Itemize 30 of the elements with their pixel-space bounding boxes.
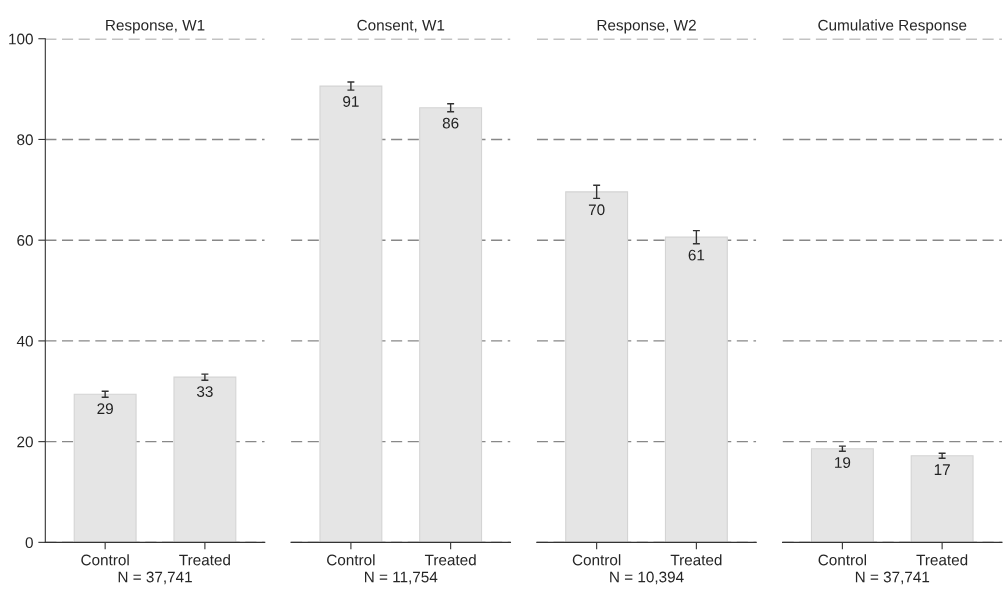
chart-title: Consent, W1 <box>357 19 445 33</box>
y-tick-label: 100 <box>9 33 33 45</box>
x-tick-label: Control <box>81 554 129 566</box>
data-label: 29 <box>97 403 113 415</box>
data-label: 17 <box>934 464 950 475</box>
x-tick-label: Control <box>327 554 375 566</box>
data-label: 91 <box>343 96 359 107</box>
x-axis-title: N = 37,741 <box>855 571 930 585</box>
chart-title: Response, W1 <box>106 19 205 34</box>
y-tick-label: 40 <box>16 335 33 347</box>
data-label: 19 <box>835 457 851 468</box>
x-axis-title: N = 11,754 <box>365 571 438 585</box>
x-axis-title: N = 10,394 <box>610 571 684 585</box>
x-tick-label: Treated <box>179 554 230 566</box>
data-label: 86 <box>442 117 459 129</box>
x-axis-title: N = 37,741 <box>118 571 192 585</box>
data-label: 33 <box>196 386 213 397</box>
data-label: 61 <box>688 249 705 261</box>
x-tick-label: Treated <box>424 554 476 566</box>
y-tick-label: 60 <box>17 235 33 246</box>
data-label: 70 <box>588 204 605 216</box>
x-tick-label: Treated <box>670 554 722 566</box>
chart-title: Cumulative Response <box>818 19 967 34</box>
x-tick-label: Treated <box>916 554 968 566</box>
x-tick-label: Control <box>572 554 621 566</box>
y-tick-label: 0 <box>25 537 33 549</box>
y-tick-label: 20 <box>17 436 33 448</box>
chart-title: Response, W2 <box>597 19 696 34</box>
x-tick-label: Control <box>818 554 866 566</box>
y-tick-label: 80 <box>17 134 33 146</box>
